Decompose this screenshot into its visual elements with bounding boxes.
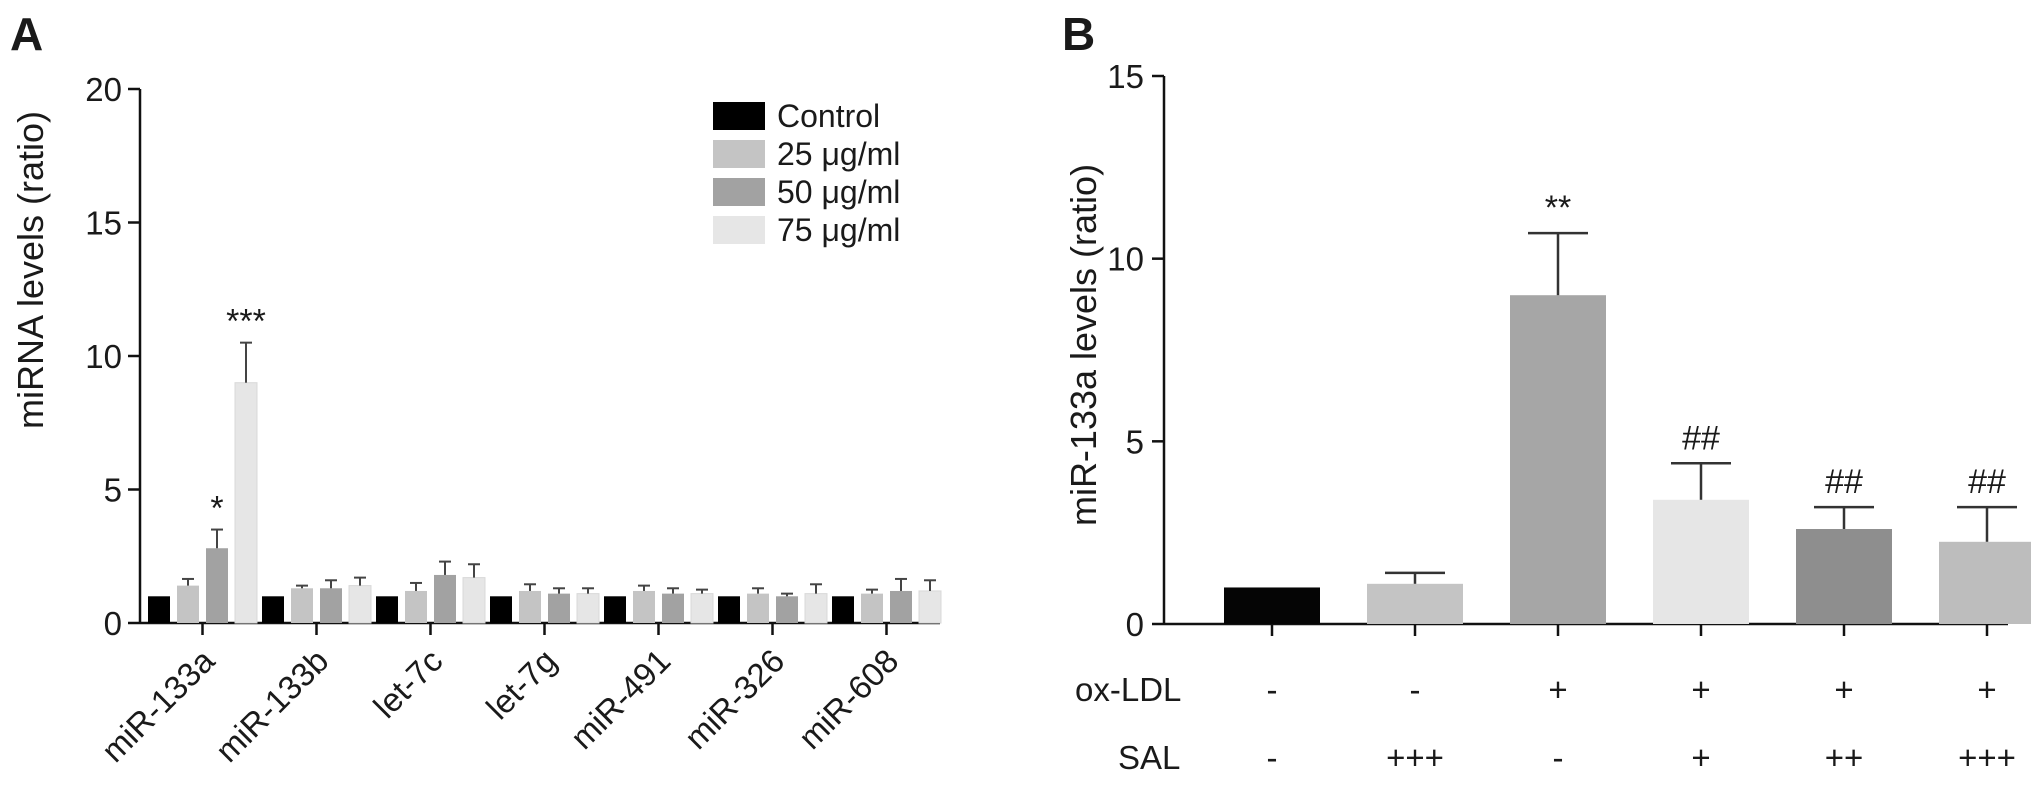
panel-a-category-label-mir-133a: miR-133a xyxy=(94,641,222,769)
panel-b-oxldl-value-3: + xyxy=(1548,671,1567,708)
panel-b-letter: B xyxy=(1062,8,1095,60)
panel-b-y-ticks: 0 5 10 15 xyxy=(1107,58,1164,643)
panel-b-significance-mark-6: ## xyxy=(1968,463,2006,501)
bar-let-7c-50-g-ml xyxy=(434,574,456,623)
panel-b-sal-value-1: - xyxy=(1267,739,1278,776)
panel-b-oxldl-value-2: - xyxy=(1410,671,1421,708)
bar-mir-133b-25-g-ml xyxy=(291,588,313,623)
panel-b-significance-mark-5: ## xyxy=(1825,463,1863,501)
bar-mir-133a-75-g-ml xyxy=(234,382,258,624)
panel-a-category-label-mir-326: miR-326 xyxy=(677,642,791,756)
panel-b-oxldl-value-5: + xyxy=(1834,671,1853,708)
legend-swatch-25-g-ml xyxy=(713,140,765,168)
bar-mir-491-75-g-ml xyxy=(690,593,714,624)
panel-b-significance-mark-4: ## xyxy=(1682,419,1720,457)
bar-mir-326-75-g-ml xyxy=(804,593,828,624)
panel-a-y-tick-label: 5 xyxy=(104,472,122,509)
legend-label-25-g-ml: 25 μg/ml xyxy=(777,136,900,172)
panel-b-sal-value-2: +++ xyxy=(1386,739,1444,776)
bar-mir-608-75-g-ml xyxy=(918,590,942,624)
panel-a-category-label-mir-491: miR-491 xyxy=(563,642,677,756)
bar-mir-608-25-g-ml xyxy=(861,593,883,623)
legend-swatch-control xyxy=(713,102,765,130)
bar-let-7c-75-g-ml xyxy=(462,577,486,624)
legend-label-75-g-ml: 75 μg/ml xyxy=(777,212,900,248)
bar-mir-326-25-g-ml xyxy=(747,593,769,623)
legend-label-control: Control xyxy=(777,98,880,134)
panel-a-category-label-let-7g: let-7g xyxy=(479,642,564,727)
bar-let-7g-75-g-ml xyxy=(576,593,600,624)
panel-a-category-label-let-7c: let-7c xyxy=(366,642,449,725)
bar-mir-491-50-g-ml xyxy=(662,593,684,623)
panel-b-oxldl-value-6: + xyxy=(1977,671,1996,708)
panel-b-sal-value-3: - xyxy=(1553,739,1564,776)
panel-b-y-tick-label: 10 xyxy=(1107,241,1144,278)
panel-b-significance-mark-3: ** xyxy=(1545,189,1571,227)
panel-a-annotations: **** xyxy=(210,303,265,528)
panel-b-y-tick-label: 15 xyxy=(1107,58,1144,95)
panel-b-bars xyxy=(1224,231,2031,624)
bar-mir-491-25-g-ml xyxy=(633,590,655,623)
panel-b-oxldl-value-4: + xyxy=(1691,671,1710,708)
panel-a-y-tick-label: 10 xyxy=(85,338,122,375)
panel-a-y-ticks: 0 5 10 15 20 xyxy=(85,71,140,642)
panel-a-category-label-mir-133b: miR-133b xyxy=(208,642,335,769)
panel-b-bar-3 xyxy=(1510,295,1606,624)
panel-b-oxldl-row-label: ox-LDL xyxy=(1075,671,1181,708)
panel-a-y-axis-title: miRNA levels (ratio) xyxy=(10,111,51,429)
bar-mir-133a-control xyxy=(148,596,170,623)
panel-b: B miR-133a levels (ratio) 0 5 10 15 ** ## ## #… xyxy=(1062,8,2031,776)
legend-label-50-g-ml: 50 μg/ml xyxy=(777,174,900,210)
panel-b-sal-value-6: +++ xyxy=(1958,739,2016,776)
panel-a-y-tick-label: 15 xyxy=(85,205,122,242)
panel-b-sal-row-label: SAL xyxy=(1118,739,1180,776)
panel-a-category-label-mir-608: miR-608 xyxy=(791,642,905,756)
bar-let-7c-control xyxy=(376,596,398,623)
panel-a: A miRNA levels (ratio) 0 5 10 15 20 miR-133a… xyxy=(10,8,942,769)
panel-b-oxldl-value-1: - xyxy=(1267,671,1278,708)
bar-mir-133b-50-g-ml xyxy=(320,588,342,623)
panel-b-y-tick-label: 0 xyxy=(1126,606,1144,643)
bar-mir-133b-control xyxy=(262,596,284,623)
bar-mir-491-control xyxy=(604,596,626,623)
legend-swatch-50-g-ml xyxy=(713,178,765,206)
panel-b-bar-1 xyxy=(1224,587,1320,624)
panel-a-bars xyxy=(148,341,942,624)
panel-b-bar-6 xyxy=(1939,541,2031,624)
panel-b-annotations: ** ## ## ## xyxy=(1545,189,2006,501)
significance-mark-mir-133a-75-g-ml: *** xyxy=(226,303,266,341)
bar-let-7g-50-g-ml xyxy=(548,593,570,623)
legend-swatch-75-g-ml xyxy=(713,216,765,244)
panel-b-sal-value-5: ++ xyxy=(1825,739,1864,776)
panel-b-y-axis-title: miR-133a levels (ratio) xyxy=(1063,164,1104,526)
panel-b-bar-5 xyxy=(1796,529,1892,624)
bar-mir-608-50-g-ml xyxy=(890,590,912,623)
significance-mark-mir-133a-50-g-ml: * xyxy=(210,490,223,528)
panel-a-y-tick-label: 0 xyxy=(104,605,122,642)
panel-b-bar-2 xyxy=(1367,583,1463,624)
panel-a-y-tick-label: 20 xyxy=(85,71,122,108)
panel-b-sal-value-4: + xyxy=(1691,739,1710,776)
bar-mir-326-50-g-ml xyxy=(776,596,798,623)
bar-let-7c-25-g-ml xyxy=(405,590,427,623)
bar-mir-133b-75-g-ml xyxy=(348,585,372,624)
bar-let-7g-25-g-ml xyxy=(519,590,541,623)
panel-b-bar-4 xyxy=(1653,499,1749,624)
bar-mir-608-control xyxy=(832,596,854,623)
bar-mir-133a-25-g-ml xyxy=(177,585,199,623)
bar-let-7g-control xyxy=(490,596,512,623)
panel-a-letter: A xyxy=(10,8,43,60)
bar-mir-326-control xyxy=(718,596,740,623)
bar-mir-133a-50-g-ml xyxy=(206,548,228,623)
panel-b-y-tick-label: 5 xyxy=(1126,423,1144,460)
